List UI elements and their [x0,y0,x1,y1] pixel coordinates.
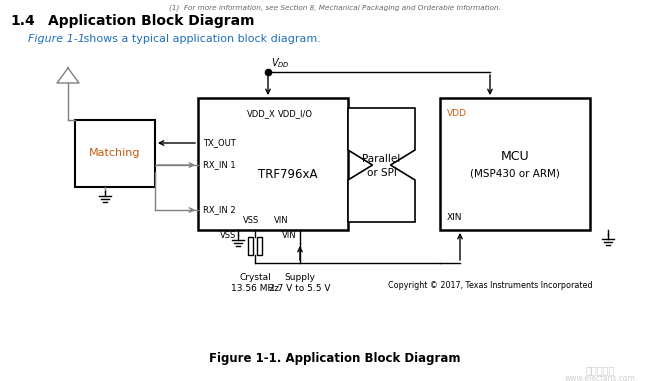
Text: VIN: VIN [273,216,288,225]
Text: VDD_X: VDD_X [247,109,275,118]
Text: Copyright © 2017, Texas Instruments Incorporated: Copyright © 2017, Texas Instruments Inco… [388,281,592,290]
Text: Application Block Diagram: Application Block Diagram [48,14,255,28]
Text: VIN: VIN [282,231,297,240]
Text: or SPI: or SPI [366,168,397,178]
Polygon shape [348,108,415,222]
Text: 1.4: 1.4 [10,14,35,28]
Text: Crystal: Crystal [239,273,271,282]
Text: RX_IN 2: RX_IN 2 [203,205,236,215]
Text: (1)  For more information, see Section 8, Mechanical Packaging and Orderable Inf: (1) For more information, see Section 8,… [169,4,501,11]
Text: VSS: VSS [243,216,259,225]
Text: Figure 1-1: Figure 1-1 [28,34,85,44]
Bar [440,98,590,230]
Text: (MSP430 or ARM): (MSP430 or ARM) [470,168,560,178]
Text: VSS: VSS [220,231,236,240]
Bar [248,237,253,255]
Bar [257,237,262,255]
Text: 电子发烧友: 电子发烧友 [586,365,614,375]
Text: Parallel: Parallel [362,154,401,164]
Text: TRF796xA: TRF796xA [258,168,318,181]
Text: 13.56 MHz: 13.56 MHz [231,284,279,293]
Text: Supply: Supply [285,273,316,282]
FancyBboxPatch shape [75,120,155,187]
Text: shows a typical application block diagram.: shows a typical application block diagra… [80,34,321,44]
Text: VDD: VDD [447,109,467,118]
Text: MCU: MCU [500,150,529,163]
Text: $V_{DD}$: $V_{DD}$ [271,56,290,70]
Text: TX_OUT: TX_OUT [203,139,236,147]
Text: 2.7 V to 5.5 V: 2.7 V to 5.5 V [269,284,331,293]
Text: www.elecfans.com: www.elecfans.com [565,374,635,381]
Text: Matching: Matching [89,149,141,158]
Text: VDD_I/O: VDD_I/O [277,109,312,118]
Text: RX_IN 1: RX_IN 1 [203,160,236,170]
Text: Figure 1-1. Application Block Diagram: Figure 1-1. Application Block Diagram [209,352,461,365]
Text: XIN: XIN [447,213,462,222]
Bar [198,98,348,230]
